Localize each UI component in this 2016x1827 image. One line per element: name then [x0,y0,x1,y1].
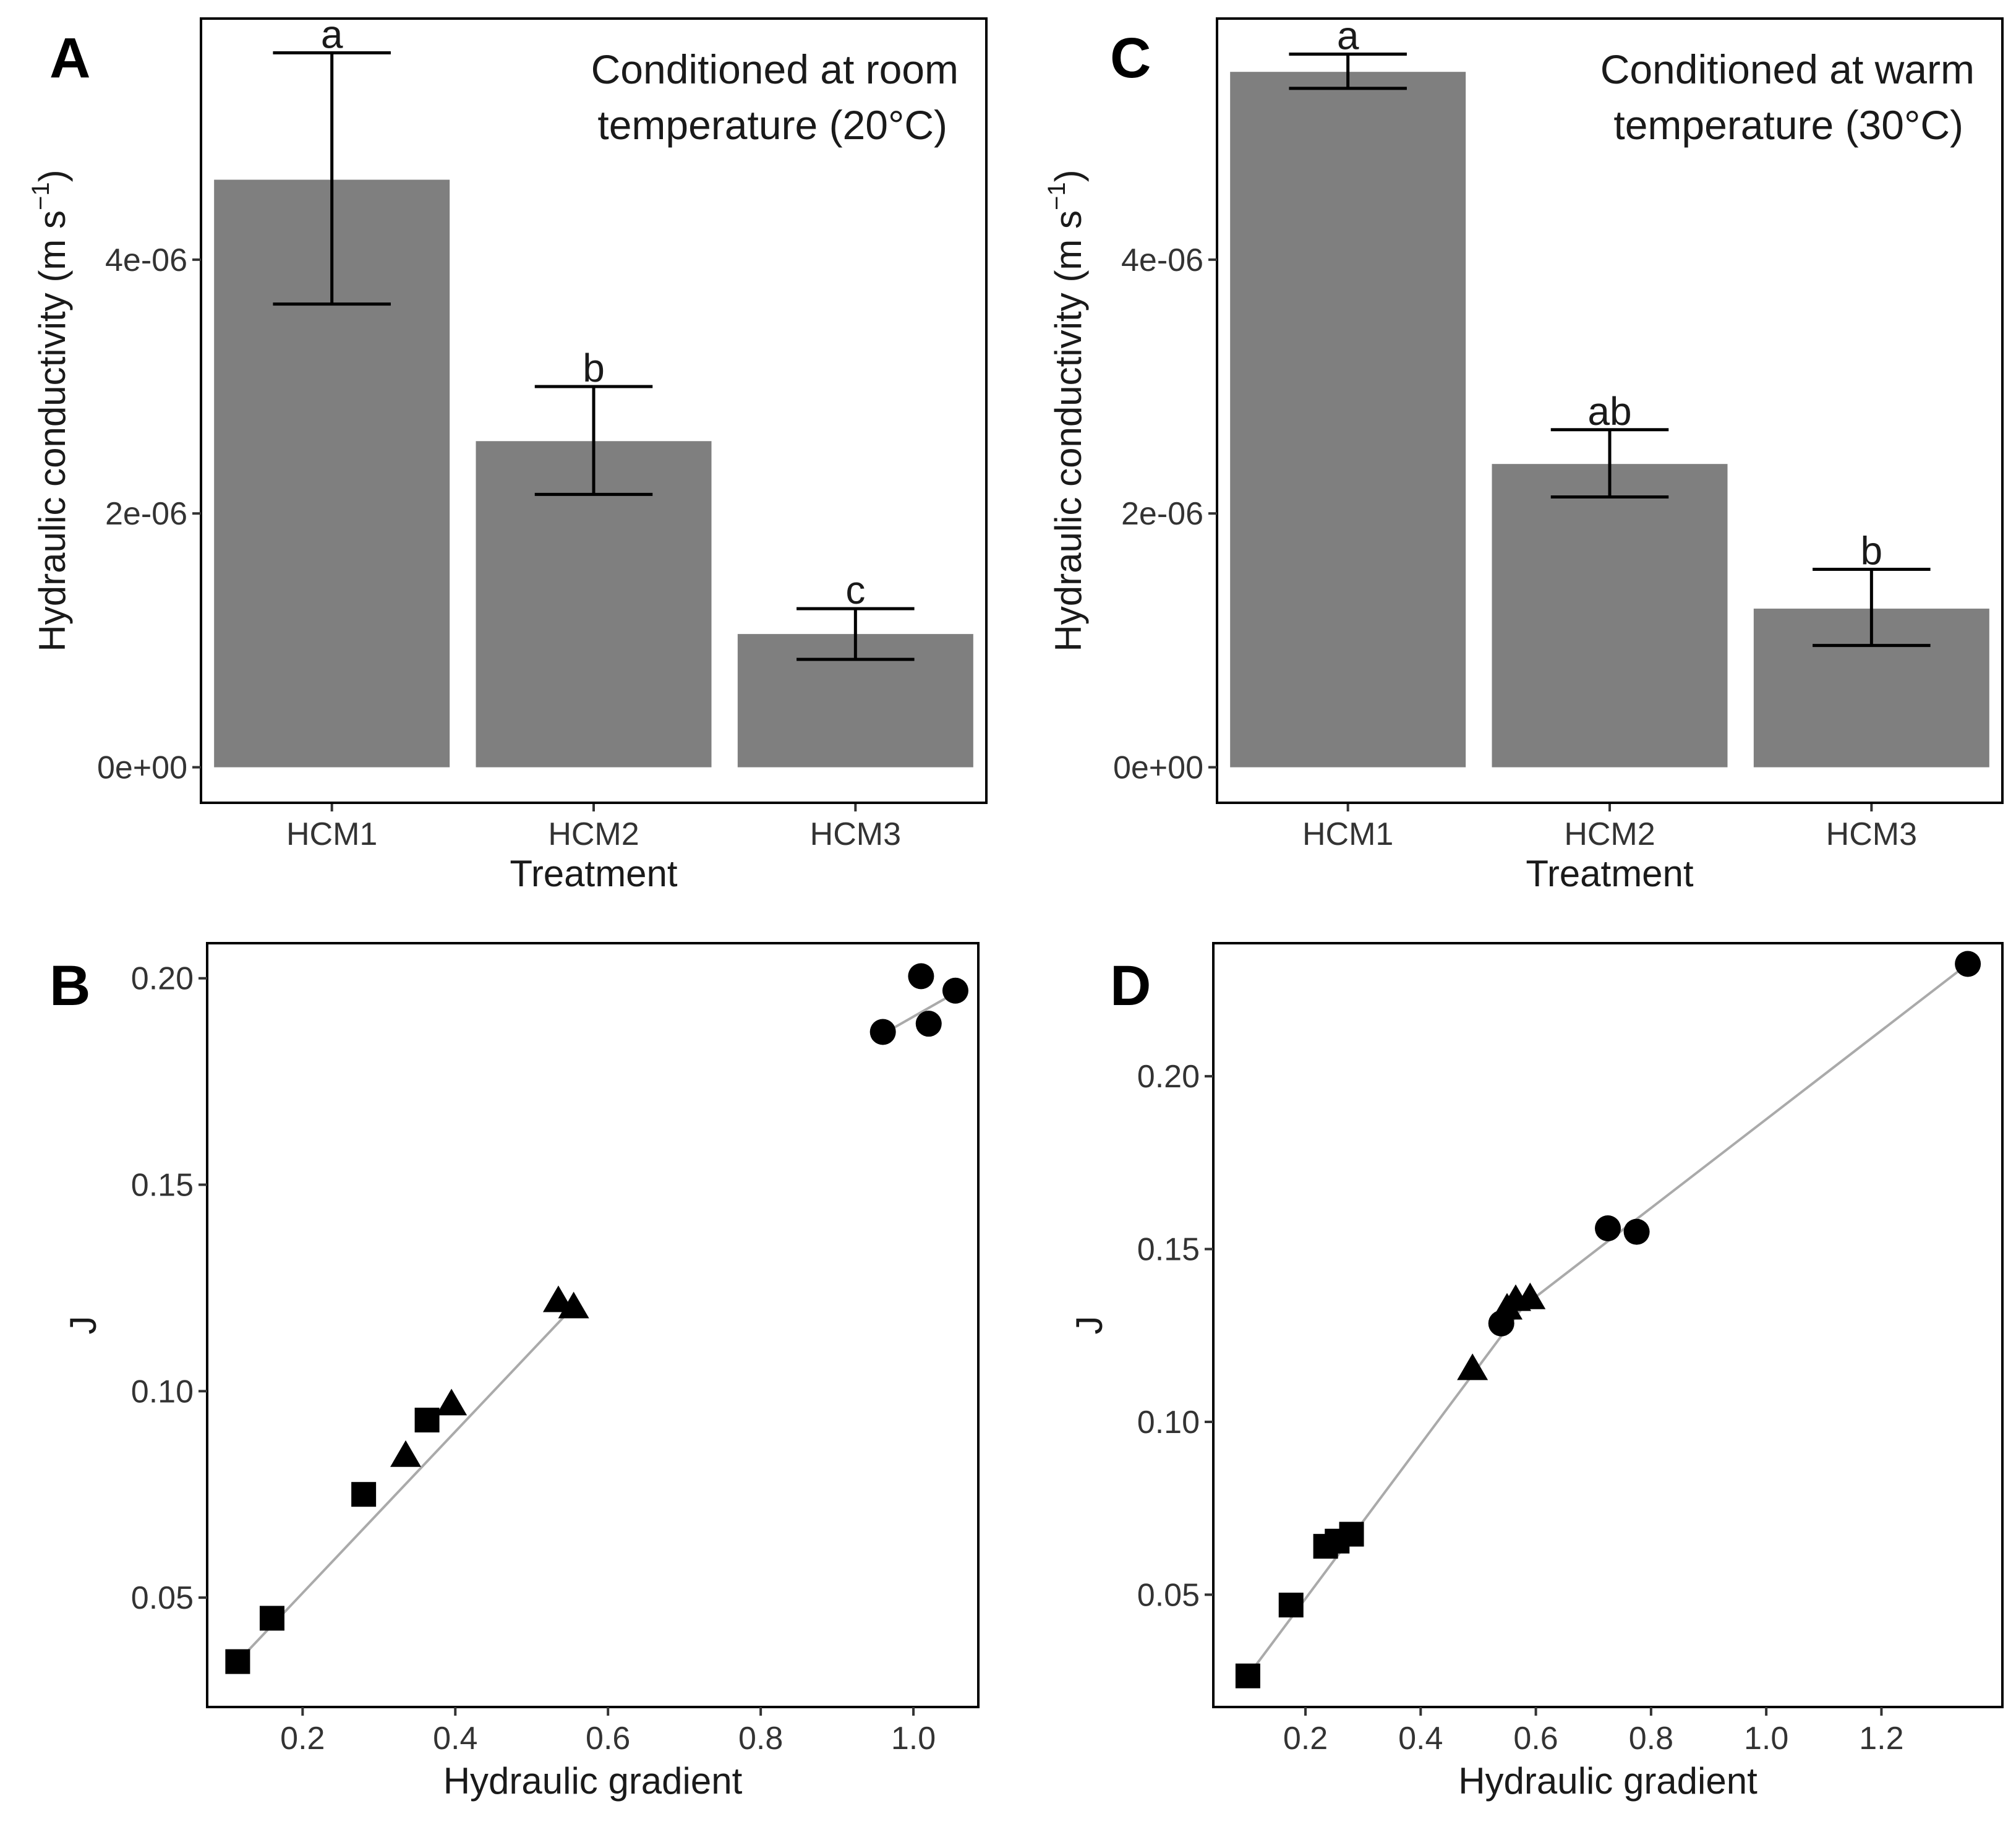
y-tick-label: 4e-06 [1121,242,1203,278]
panel-label: A [49,27,90,90]
significance-letter: ab [1587,389,1631,434]
point-square [1235,1663,1260,1688]
significance-letter: b [1861,528,1883,573]
point-triangle [390,1440,422,1467]
x-axis-label: Treatment [1526,853,1694,894]
x-tick-label: 0.4 [433,1721,477,1756]
plot-frame [200,17,988,804]
x-tick-label: HCM2 [548,816,639,852]
panel-label: C [1110,27,1151,90]
x-tick-label: 0.6 [1513,1721,1558,1756]
y-axis-label-close: ) [32,169,73,182]
y-tick-label: 2e-06 [1121,496,1203,532]
x-tick-label: HCM3 [810,816,901,852]
point-square [1339,1521,1364,1547]
y-axis-label: Hydraulic conductivity (m s−1) [1043,169,1089,651]
condition-annotation-line2: temperature (20°C) [597,102,947,148]
x-axis-label: Hydraulic gradient [1458,1760,1758,1802]
panel-d: 0.2 0.4 0.6 0.8 1.0 1.2 0.05 0.10 0.15 0.20 Hydrau… [1069,942,2004,1802]
y-tick-label: 2e-06 [105,496,187,532]
y-tick-label: 0e+00 [1113,750,1203,786]
x-tick-label: 0.2 [280,1721,325,1756]
x-tick-label: 0.8 [1629,1721,1673,1756]
x-tick-label: HCM2 [1564,816,1655,852]
x-axis-label: Hydraulic gradient [443,1760,743,1802]
y-axis-label-main: Hydraulic conductivity (m s [1048,210,1089,652]
bar-hcm1 [1230,72,1466,768]
x-tick-label: 1.0 [891,1721,936,1756]
significance-letter: b [583,346,605,390]
point-triangle [1514,1282,1546,1309]
point-circle [1955,951,1981,977]
fit-line [1247,1296,1531,1677]
plot-frame [1212,942,2004,1708]
point-circle [908,963,934,990]
point-square [351,1482,377,1507]
fit-line [1500,962,1969,1325]
panel-label: B [49,954,90,1017]
panel-label: D [1110,954,1151,1017]
panel-b: 0.2 0.4 0.6 0.8 1.0 0.05 0.10 0.15 0.20 Hydraulic… [49,942,980,1802]
significance-letter: c [845,568,865,612]
y-axis-label-superscript: −1 [1043,182,1070,210]
panel-c: a HCM1 ab HCM2 b HCM3 0e+00 2e-06 4e-06 Condition… [1043,13,2004,894]
x-tick-label: 0.4 [1398,1721,1443,1756]
y-tick-label: 0.20 [131,961,194,997]
point-square [1278,1593,1304,1618]
point-circle [869,1019,896,1045]
point-circle [1623,1218,1650,1245]
y-axis-label-main: Hydraulic conductivity (m s [32,210,73,652]
x-tick-label: HCM3 [1826,816,1917,852]
x-tick-label: HCM1 [1302,816,1393,852]
y-tick-label: 0.10 [131,1374,194,1410]
point-triangle [558,1291,589,1319]
condition-annotation-line1: Conditioned at room [591,46,959,92]
x-tick-label: 1.0 [1744,1721,1788,1756]
y-axis-label-superscript: −1 [27,182,54,210]
y-axis-label: Hydraulic conductivity (m s−1) [27,169,73,651]
y-tick-label: 0.15 [131,1168,194,1204]
point-square [414,1408,440,1433]
significance-letter: a [1337,13,1359,58]
x-tick-label: HCM1 [286,816,377,852]
y-axis-label-close: ) [1048,169,1089,182]
panel-a: aHCM1bHCM2cHCM30e+002e-064e-06Conditione… [27,12,988,894]
point-square [259,1606,284,1631]
y-tick-label: 0.20 [1137,1059,1200,1095]
plot-frame [206,942,980,1708]
point-circle [1488,1310,1514,1337]
fit-line [882,991,956,1035]
y-tick-label: 0.05 [1137,1577,1200,1613]
bar-hcm2 [1492,464,1728,768]
x-tick-label: 0.6 [586,1721,630,1756]
y-tick-label: 0e+00 [97,750,187,786]
point-square [225,1649,250,1674]
x-tick-label: 0.2 [1283,1721,1328,1756]
point-circle [1595,1215,1621,1242]
point-triangle [1457,1353,1489,1380]
plot-frame [1216,17,2004,804]
y-axis-label: J [62,1316,104,1335]
fit-line [236,1306,575,1662]
x-tick-label: 0.8 [738,1721,783,1756]
y-axis-label: J [1069,1316,1110,1335]
condition-annotation-line1: Conditioned at warm [1600,46,1975,92]
x-axis-label: Treatment [510,853,678,894]
point-triangle [436,1388,468,1416]
x-tick-label: 1.2 [1859,1721,1903,1756]
y-tick-label: 0.10 [1137,1405,1200,1440]
y-tick-label: 0.05 [131,1580,194,1616]
y-tick-label: 0.15 [1137,1232,1200,1268]
y-tick-label: 4e-06 [105,242,187,278]
point-circle [915,1011,942,1037]
point-circle [942,977,968,1004]
condition-annotation-line2: temperature (30°C) [1613,102,1963,148]
